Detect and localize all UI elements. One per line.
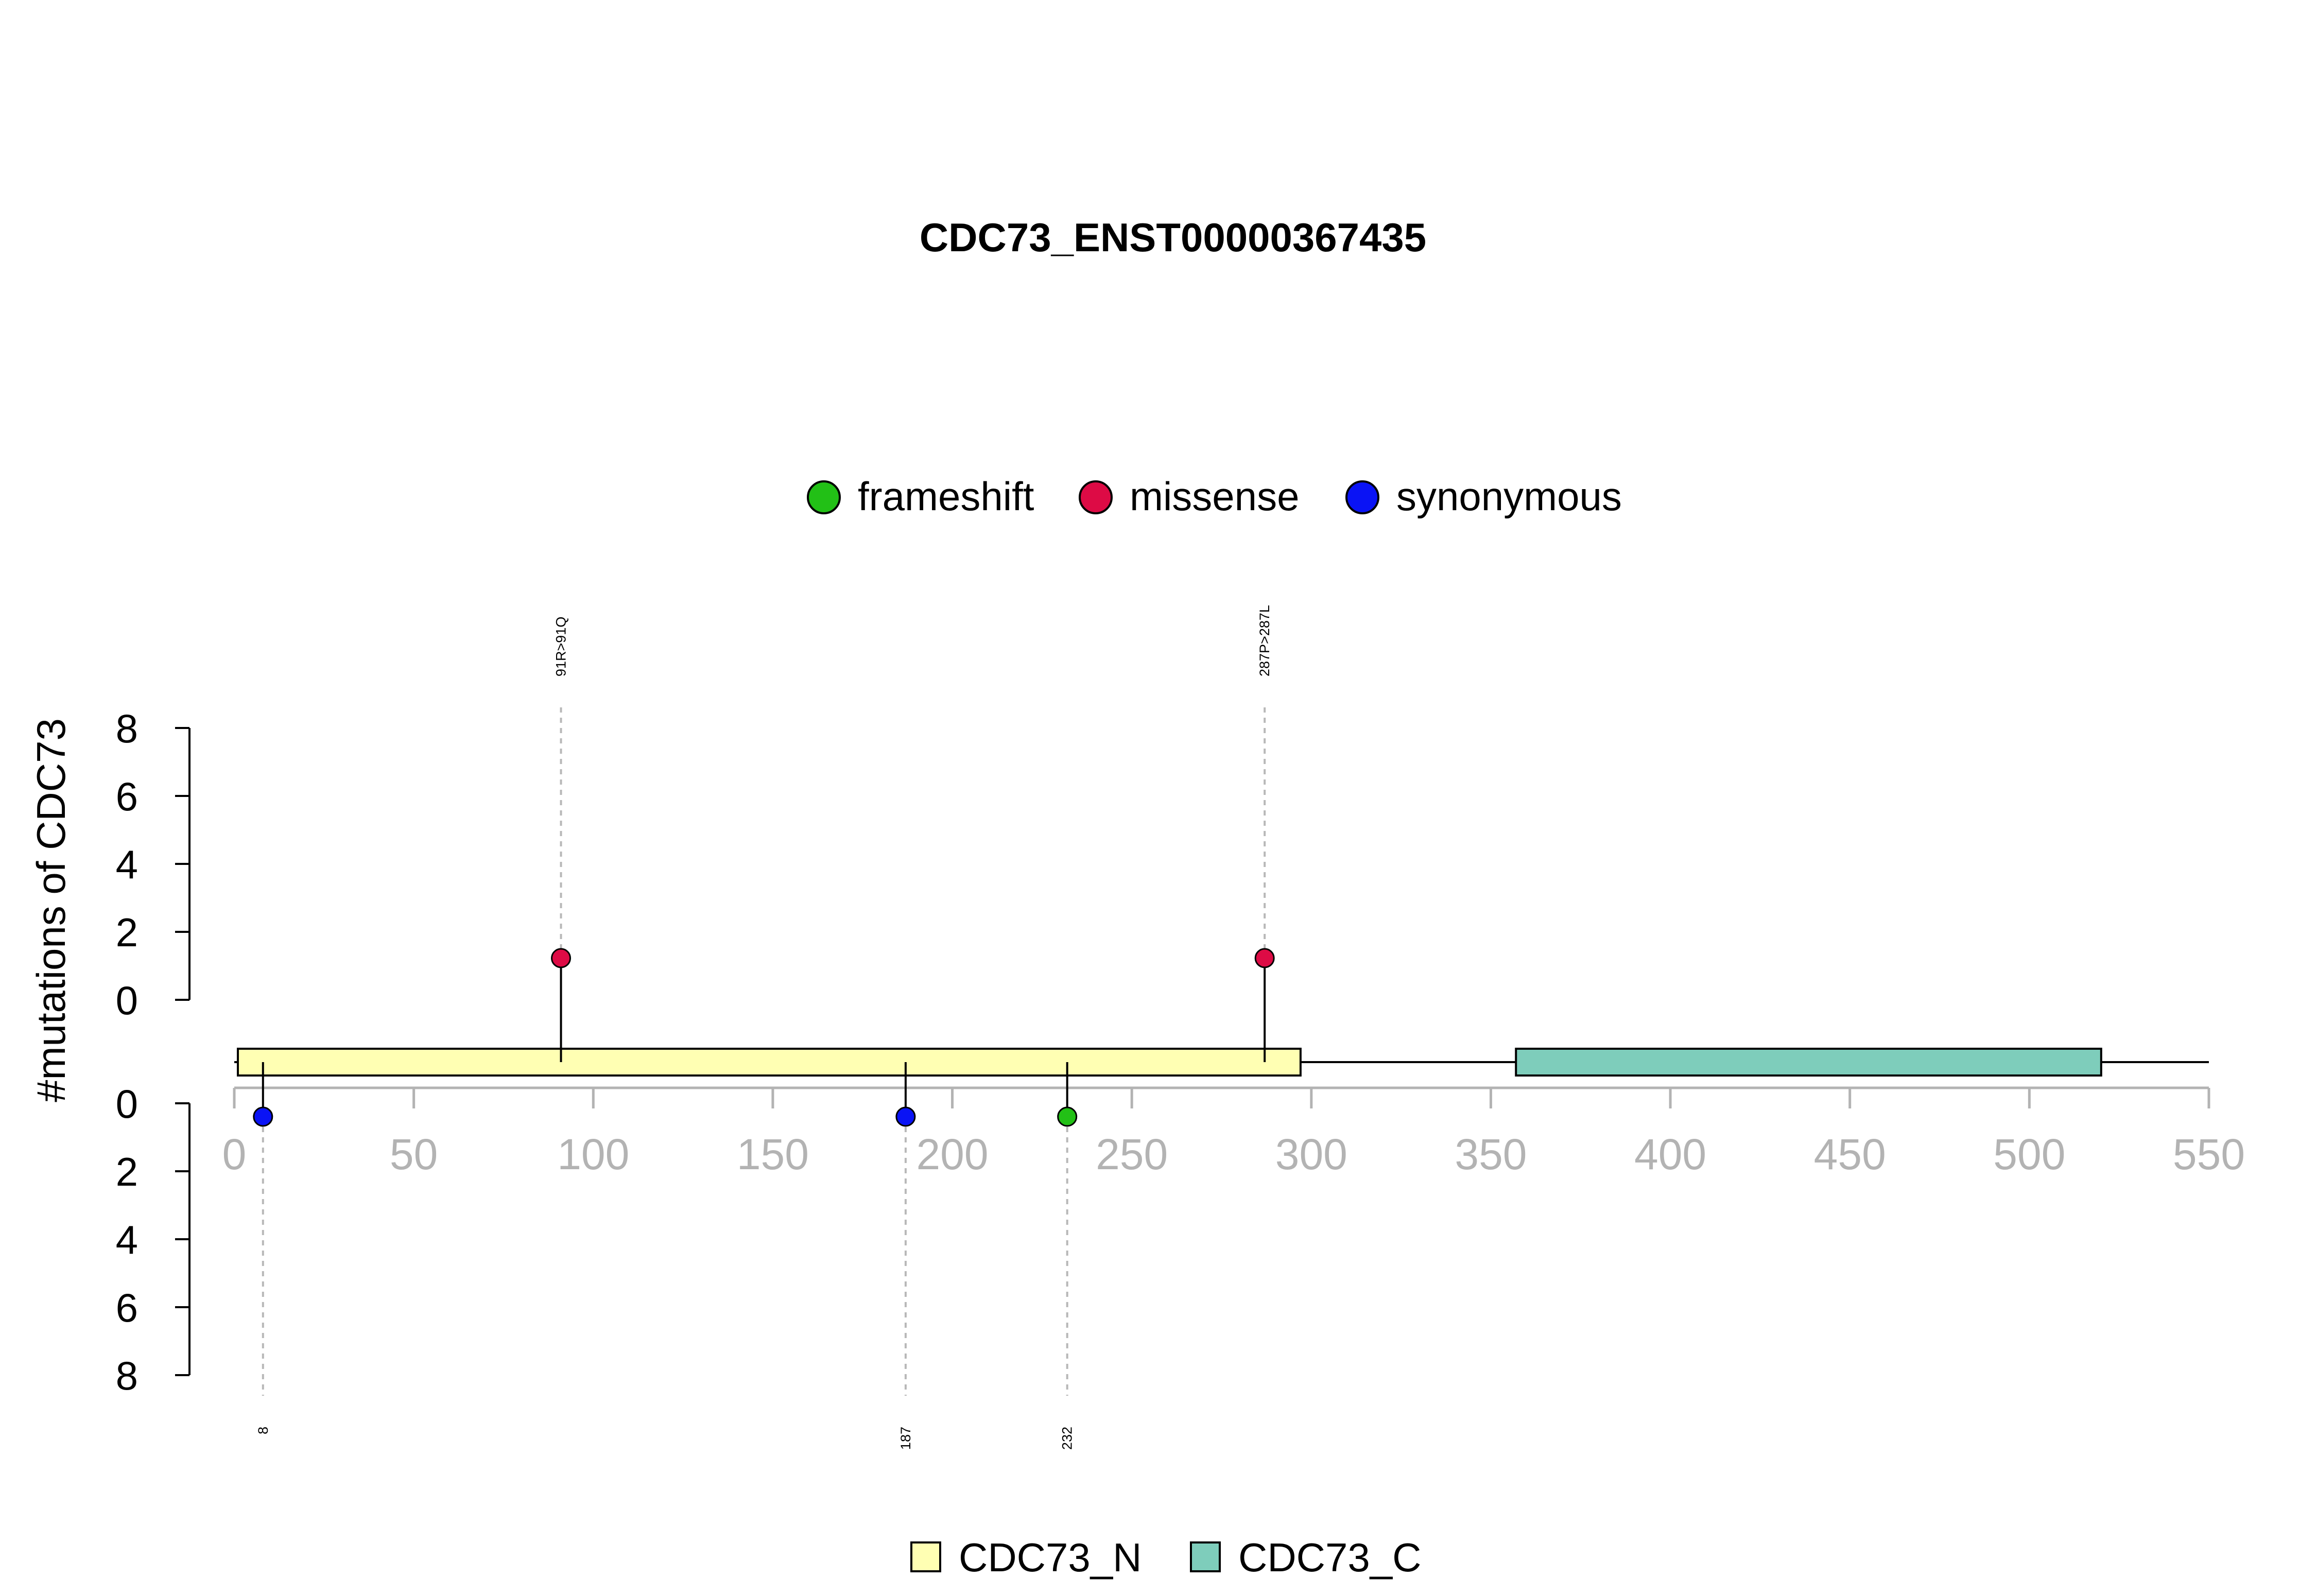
- mutation-label-8: 8: [255, 1427, 271, 1434]
- legend-swatch-cdc73-c: [1190, 1541, 1221, 1572]
- x-axis: 0 50 100 150 200 250 300 350 400 450 500 550: [222, 1086, 2245, 1178]
- mutation-labels: 91R>91Q 287P>287L 8 187 232: [255, 605, 1272, 1450]
- protein-domains: [236, 1048, 2102, 1077]
- y-tick-label-lower-4: 4: [116, 1217, 138, 1262]
- y-axis-label: #mutations of CDC73: [28, 718, 74, 1102]
- mutation-point-8: [253, 1106, 273, 1127]
- x-tick-label-500: 500: [1993, 1130, 2065, 1178]
- legend-marker-synonymous: [1345, 480, 1379, 514]
- domain-cdc73-c: [1515, 1048, 2102, 1077]
- legend-swatch-cdc73-n: [910, 1541, 941, 1572]
- chart-title: CDC73_ENST00000367435: [920, 215, 1426, 260]
- mutation-label-187: 187: [898, 1427, 913, 1450]
- legend-label-missense: missense: [1130, 474, 1299, 519]
- y-tick-label-upper-8: 8: [116, 706, 138, 751]
- mutation-point-287p-287l: [1254, 948, 1275, 968]
- y-tick-label-upper-6: 6: [116, 774, 138, 819]
- y-axis-lower: 0 2 4 6 8: [116, 1081, 191, 1398]
- x-tick-label-400: 400: [1634, 1130, 1706, 1178]
- y-tick-label-lower-0: 0: [116, 1081, 138, 1126]
- y-tick-label-lower-2: 2: [116, 1149, 138, 1194]
- legend-label-cdc73-c: CDC73_C: [1238, 1535, 1421, 1580]
- x-tick-label-200: 200: [916, 1130, 988, 1178]
- x-tick-label-250: 250: [1096, 1130, 1168, 1178]
- mutation-label-91r-91q: 91R>91Q: [554, 617, 569, 676]
- x-tick-label-550: 550: [2173, 1130, 2245, 1178]
- mutation-label-287p-287l: 287P>287L: [1257, 605, 1272, 676]
- domain-cdc73-n: [236, 1048, 1302, 1077]
- x-tick-label-100: 100: [557, 1130, 629, 1178]
- x-tick-label-0: 0: [222, 1130, 247, 1178]
- x-tick-label-150: 150: [737, 1130, 809, 1178]
- mutation-point-232: [1057, 1106, 1078, 1127]
- y-tick-label-upper-4: 4: [116, 842, 138, 887]
- legend-mutation-types: frameshift missense synonymous: [807, 474, 1622, 519]
- legend-label-cdc73-n: CDC73_N: [959, 1535, 1142, 1580]
- mutation-stems: [262, 707, 1266, 1396]
- mutation-label-232: 232: [1060, 1427, 1075, 1450]
- legend-marker-missense: [1079, 480, 1113, 514]
- x-tick-label-350: 350: [1455, 1130, 1527, 1178]
- y-tick-label-upper-0: 0: [116, 978, 138, 1023]
- y-tick-label-lower-8: 8: [116, 1353, 138, 1398]
- y-tick-label-lower-6: 6: [116, 1285, 138, 1330]
- mutation-points: [253, 948, 1275, 1127]
- mutation-point-91r-91q: [551, 948, 572, 968]
- y-tick-label-upper-2: 2: [116, 910, 138, 955]
- x-tick-label-50: 50: [390, 1130, 438, 1178]
- legend-label-synonymous: synonymous: [1396, 474, 1622, 519]
- legend-label-frameshift: frameshift: [858, 474, 1034, 519]
- x-tick-label-300: 300: [1275, 1130, 1347, 1178]
- legend-marker-frameshift: [807, 480, 841, 514]
- y-axis-upper: 0 2 4 6 8: [116, 706, 191, 1023]
- x-tick-label-450: 450: [1814, 1130, 1886, 1178]
- legend-domains: CDC73_N CDC73_C: [910, 1535, 1421, 1580]
- mutation-point-187: [895, 1106, 916, 1127]
